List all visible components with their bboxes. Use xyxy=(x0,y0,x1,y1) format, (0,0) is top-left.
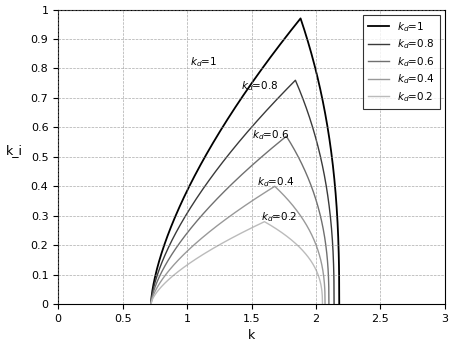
Y-axis label: k_i: k_i xyxy=(5,144,23,157)
Text: $k_d$=0.8: $k_d$=0.8 xyxy=(241,79,278,93)
Legend: $k_d$=1, $k_d$=0.8, $k_d$=0.6, $k_d$=0.4, $k_d$=0.2: $k_d$=1, $k_d$=0.8, $k_d$=0.6, $k_d$=0.4… xyxy=(363,15,440,109)
Text: $k_d$=0.4: $k_d$=0.4 xyxy=(257,175,294,189)
Text: $k_d$=0.6: $k_d$=0.6 xyxy=(252,128,289,142)
X-axis label: k: k xyxy=(248,330,255,342)
Text: $k_d$=1: $k_d$=1 xyxy=(190,56,217,69)
Text: $k_d$=0.2: $k_d$=0.2 xyxy=(261,210,297,224)
